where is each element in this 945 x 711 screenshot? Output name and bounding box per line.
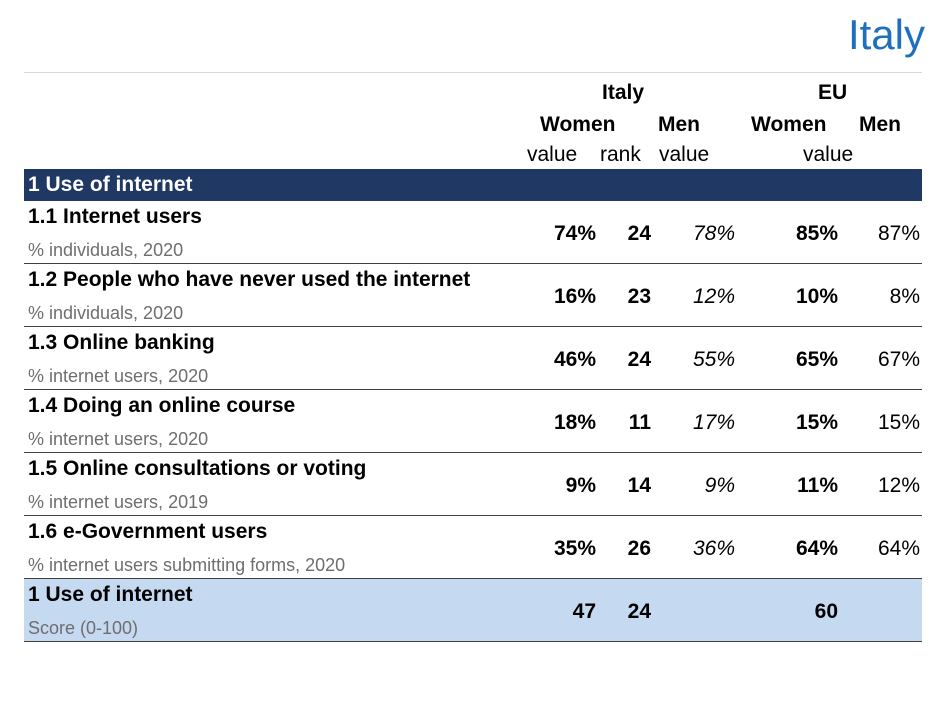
table-row: 1.5 Online consultations or voting % int…: [24, 453, 922, 516]
men-value: 9%: [704, 474, 735, 497]
women-value: 74%: [553, 222, 596, 245]
header-women: Women: [540, 113, 616, 136]
women-rank: 11: [628, 411, 651, 434]
eu-men-value: 15%: [877, 411, 920, 434]
row-sublabel: % internet users, 2020: [28, 366, 209, 386]
score-label: 1 Use of internet: [28, 583, 193, 606]
eu-women-value: 15%: [795, 411, 838, 434]
page-title: Italy: [847, 11, 925, 58]
women-rank: 14: [627, 474, 651, 497]
row-sublabel: % individuals, 2020: [28, 303, 184, 323]
eu-men-value: 87%: [877, 222, 920, 245]
row-label: 1.3 Online banking: [28, 331, 215, 354]
men-value: 55%: [692, 348, 735, 371]
header-eu-women: Women: [751, 113, 827, 136]
table-row: 1.4 Doing an online course % internet us…: [24, 390, 922, 453]
row-sublabel: % individuals, 2020: [28, 240, 184, 260]
row-sublabel: % internet users, 2020: [28, 429, 209, 449]
table-row: 1.6 e-Government users % internet users …: [24, 516, 922, 579]
score-sublabel: Score (0-100): [28, 618, 139, 638]
row-sublabel: % internet users, 2019: [28, 492, 209, 512]
score-women-rank: 24: [627, 600, 651, 623]
header-men-value: value: [659, 143, 710, 166]
men-value: 36%: [692, 537, 735, 560]
men-value: 12%: [692, 285, 735, 308]
table-row: 1.1 Internet users % individuals, 2020 7…: [24, 201, 922, 264]
header-eu-men: Men: [859, 113, 901, 136]
eu-women-value: 85%: [795, 222, 838, 245]
eu-women-value: 11%: [797, 474, 838, 497]
section-bar: 1 Use of internet: [24, 169, 922, 201]
women-value: 18%: [553, 411, 596, 434]
score-eu-women-value: 60: [814, 600, 838, 623]
header-eu-value: value: [803, 143, 854, 166]
women-rank: 26: [627, 537, 651, 560]
women-rank: 23: [627, 285, 651, 308]
row-sublabel: % internet users submitting forms, 2020: [28, 555, 346, 575]
indicator-table: Italy EU Women Men Women Men value rank …: [24, 72, 922, 642]
eu-men-value: 12%: [877, 474, 920, 497]
table-row: 1.3 Online banking % internet users, 202…: [24, 327, 922, 390]
eu-women-value: 65%: [795, 348, 838, 371]
row-label: 1.1 Internet users: [28, 205, 202, 228]
women-rank: 24: [627, 222, 651, 245]
header-eu: EU: [818, 81, 848, 104]
header-men: Men: [658, 113, 700, 136]
women-value: 35%: [553, 537, 596, 560]
eu-men-value: 8%: [889, 285, 920, 308]
row-label: 1.4 Doing an online course: [28, 394, 296, 417]
men-value: 78%: [692, 222, 735, 245]
eu-men-value: 64%: [877, 537, 920, 560]
women-value: 9%: [565, 474, 596, 497]
women-value: 46%: [553, 348, 596, 371]
eu-women-value: 10%: [795, 285, 838, 308]
score-row: 1 Use of internet Score (0-100) 47 24 60: [24, 579, 922, 642]
men-value: 17%: [692, 411, 735, 434]
eu-men-value: 67%: [877, 348, 920, 371]
women-value: 16%: [553, 285, 596, 308]
row-label: 1.5 Online consultations or voting: [28, 457, 367, 480]
row-label: 1.2 People who have never used the inter…: [28, 268, 471, 291]
table-row: 1.2 People who have never used the inter…: [24, 264, 922, 327]
header-italy: Italy: [602, 81, 645, 104]
header-women-rank: rank: [600, 143, 641, 166]
score-women-value: 47: [572, 600, 596, 623]
women-rank: 24: [627, 348, 651, 371]
row-label: 1.6 e-Government users: [28, 520, 268, 543]
table-header: Italy EU Women Men Women Men value rank …: [24, 73, 922, 169]
eu-women-value: 64%: [795, 537, 838, 560]
header-women-value: value: [527, 143, 578, 166]
